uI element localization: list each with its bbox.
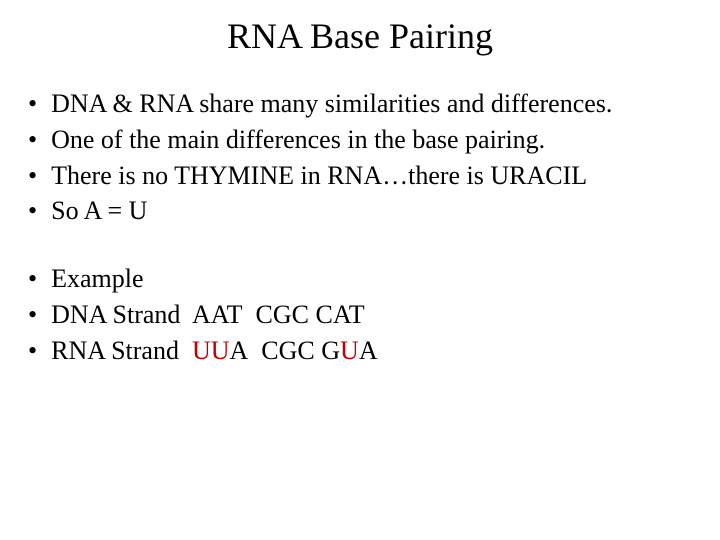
- rna-codon-1: UUA: [192, 336, 248, 365]
- list-item: • There is no THYMINE in RNA…there is UR…: [28, 159, 700, 193]
- slide-title: RNA Base Pairing: [20, 15, 700, 57]
- bullet-text: One of the main differences in the base …: [51, 123, 700, 157]
- bullet-list-2: • Example • DNA Strand AAT CGC CAT • RNA…: [20, 262, 700, 367]
- dna-codon-3: CAT: [316, 300, 365, 329]
- rna-strand-line: RNA Strand UUA CGC GUA: [51, 334, 700, 368]
- bullet-text: DNA & RNA share many similarities and di…: [51, 87, 700, 121]
- dna-codon-2: CGC: [256, 300, 309, 329]
- bullet-marker: •: [28, 159, 37, 193]
- list-item: • One of the main differences in the bas…: [28, 123, 700, 157]
- rna-uracil-highlight: U: [340, 336, 359, 365]
- dna-strand-line: DNA Strand AAT CGC CAT: [51, 298, 700, 332]
- rna-codon-3: GUA: [321, 336, 377, 365]
- bullet-marker: •: [28, 262, 37, 296]
- bullet-marker: •: [28, 334, 37, 368]
- bullet-marker: •: [28, 194, 37, 228]
- rna-uracil-highlight: UU: [192, 336, 230, 365]
- dna-codon-1: AAT: [192, 300, 243, 329]
- bullet-text: Example: [51, 262, 700, 296]
- list-item: • Example: [28, 262, 700, 296]
- list-item: • So A = U: [28, 194, 700, 228]
- rna-base: G: [321, 336, 340, 365]
- rna-base: A: [359, 336, 378, 365]
- list-item: • DNA & RNA share many similarities and …: [28, 87, 700, 121]
- list-item-dna: • DNA Strand AAT CGC CAT: [28, 298, 700, 332]
- rna-base: A: [230, 336, 249, 365]
- spacer: [20, 230, 700, 262]
- bullet-marker: •: [28, 123, 37, 157]
- dna-label: DNA Strand: [51, 300, 180, 329]
- bullet-list-1: • DNA & RNA share many similarities and …: [20, 87, 700, 228]
- rna-label: RNA Strand: [51, 336, 179, 365]
- bullet-text: There is no THYMINE in RNA…there is URAC…: [51, 159, 700, 193]
- bullet-marker: •: [28, 87, 37, 121]
- list-item-rna: • RNA Strand UUA CGC GUA: [28, 334, 700, 368]
- bullet-text: So A = U: [51, 194, 700, 228]
- rna-codon-2: CGC: [261, 336, 314, 365]
- bullet-marker: •: [28, 298, 37, 332]
